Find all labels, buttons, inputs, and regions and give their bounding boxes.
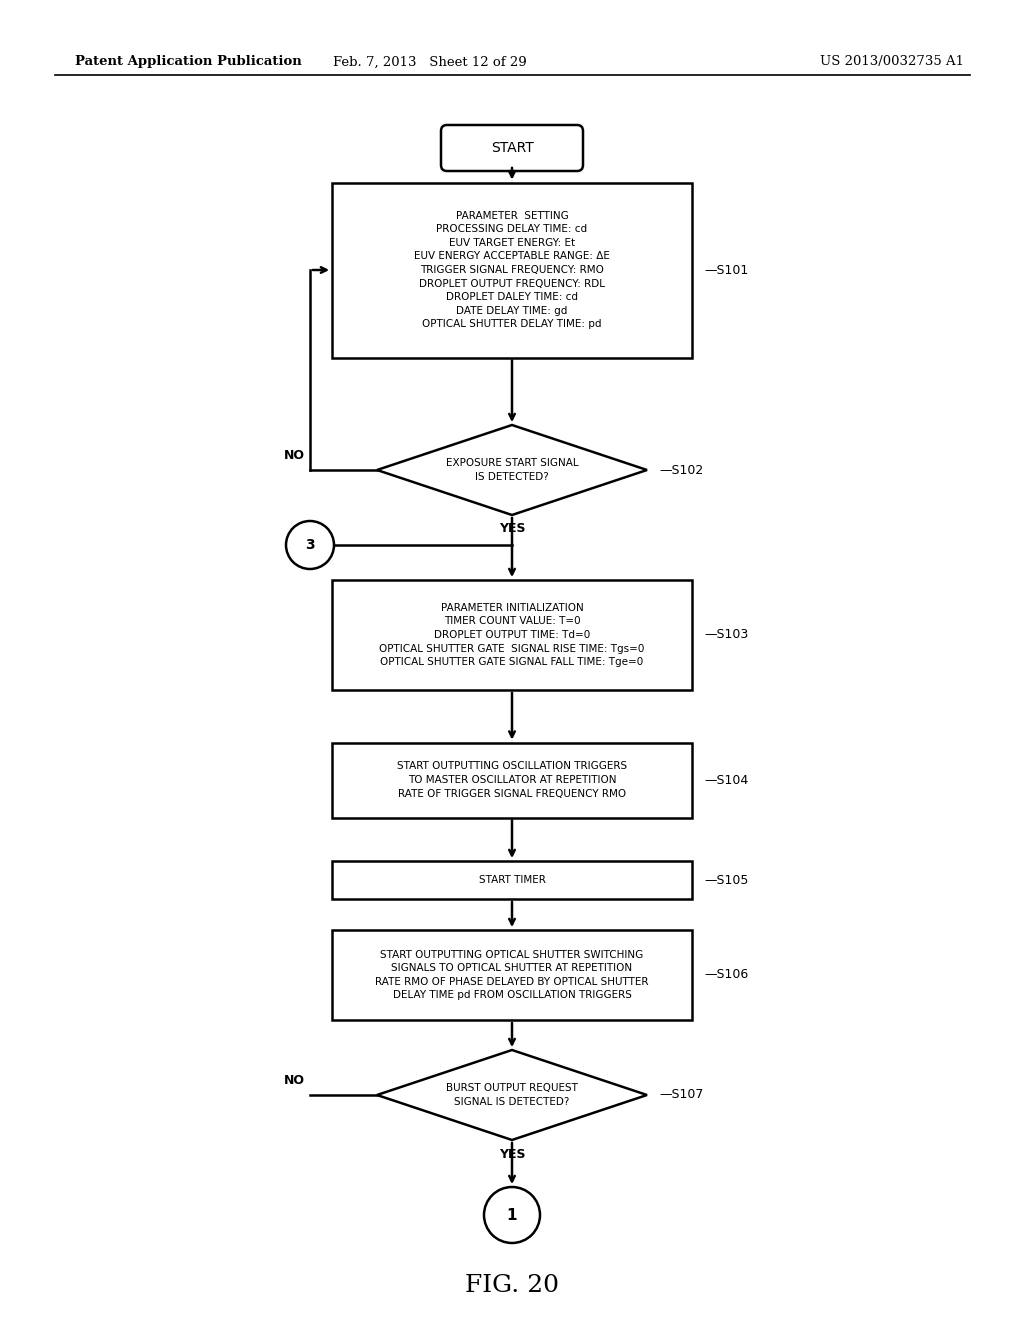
Text: Feb. 7, 2013   Sheet 12 of 29: Feb. 7, 2013 Sheet 12 of 29 [333,55,527,69]
Bar [332,742,692,817]
Text: 3: 3 [305,539,314,552]
Text: EXPOSURE START SIGNAL
IS DETECTED?: EXPOSURE START SIGNAL IS DETECTED? [445,458,579,482]
Text: START OUTPUTTING OPTICAL SHUTTER SWITCHING
SIGNALS TO OPTICAL SHUTTER AT REPETIT: START OUTPUTTING OPTICAL SHUTTER SWITCHI… [375,949,649,1001]
Text: PARAMETER  SETTING
PROCESSING DELAY TIME: cd
EUV TARGET ENERGY: Et
EUV ENERGY AC: PARAMETER SETTING PROCESSING DELAY TIME:… [414,211,610,330]
Text: PARAMETER INITIALIZATION
TIMER COUNT VALUE: T=0
DROPLET OUTPUT TIME: Td=0
OPTICA: PARAMETER INITIALIZATION TIMER COUNT VAL… [379,603,645,667]
Bar [332,182,692,358]
Bar [332,579,692,690]
Text: —S106: —S106 [705,969,749,982]
Bar [332,931,692,1020]
Text: —S101: —S101 [705,264,749,276]
Text: US 2013/0032735 A1: US 2013/0032735 A1 [820,55,964,69]
Text: YES: YES [499,523,525,536]
FancyBboxPatch shape [441,125,583,172]
Text: START: START [490,141,534,154]
Text: NO: NO [284,449,305,462]
Text: NO: NO [284,1074,305,1086]
Polygon shape [377,1049,647,1140]
Text: —S104: —S104 [705,774,749,787]
Text: —S107: —S107 [659,1089,703,1101]
Text: FIG. 20: FIG. 20 [465,1274,559,1296]
Text: YES: YES [499,1147,525,1160]
Text: —S103: —S103 [705,628,749,642]
Text: START TIMER: START TIMER [478,875,546,884]
Circle shape [484,1187,540,1243]
Text: START OUTPUTTING OSCILLATION TRIGGERS
TO MASTER OSCILLATOR AT REPETITION
RATE OF: START OUTPUTTING OSCILLATION TRIGGERS TO… [397,762,627,799]
Polygon shape [377,425,647,515]
Text: BURST OUTPUT REQUEST
SIGNAL IS DETECTED?: BURST OUTPUT REQUEST SIGNAL IS DETECTED? [446,1084,578,1106]
Text: —S102: —S102 [659,463,703,477]
Text: —S105: —S105 [705,874,749,887]
Text: Patent Application Publication: Patent Application Publication [75,55,302,69]
Circle shape [286,521,334,569]
Bar [332,861,692,899]
Text: 1: 1 [507,1208,517,1222]
